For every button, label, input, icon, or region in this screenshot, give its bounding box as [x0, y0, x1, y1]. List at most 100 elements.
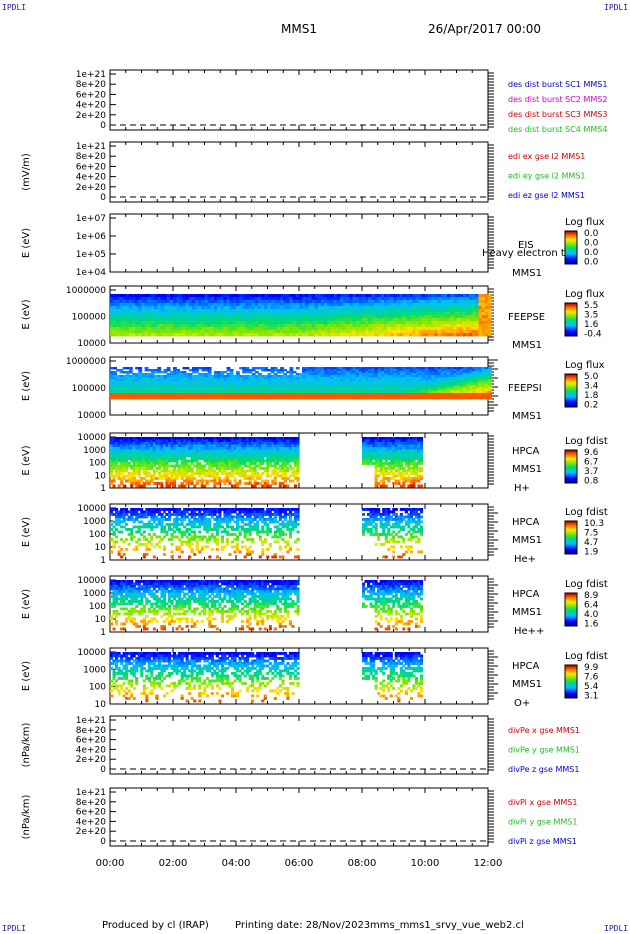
divpi-ytick-label: 4e+20: [76, 817, 107, 827]
eis-colorbar: [565, 231, 577, 265]
hpca-h-colorbar-tick: 9.6: [584, 448, 599, 458]
eis-colorbar-title: Log flux: [565, 217, 605, 228]
des-dist-legend-entry: des dist burst SC4 MMS4: [508, 125, 607, 134]
hpca-hepp-ytick-label: 10: [95, 615, 107, 625]
hpca-h-ytick-label: 1000: [83, 446, 106, 456]
x-tick-label: 06:00: [285, 858, 314, 869]
feepsi-colorbar-tick: 5.0: [584, 372, 599, 382]
eis-spacecraft-label: MMS1: [512, 268, 542, 279]
edi-e-legend-entry: edi ey gse l2 MMS1: [508, 172, 586, 181]
hpca-hepp-species-label: He++: [514, 626, 544, 637]
feepse-ylabel: E (eV): [21, 299, 32, 329]
eis-overlay-label: Heavy electron to: [482, 248, 571, 259]
feepsi-colorbar-tick: 3.4: [584, 382, 599, 392]
eis-colorbar-frame: [564, 230, 578, 265]
hpca-h-ytick-label: 10: [95, 471, 107, 481]
hpca-o-colorbar-tick: 3.1: [584, 692, 598, 702]
hpca-hepp-spacecraft-label: MMS1: [512, 607, 542, 618]
printing-date: Printing date: 28/Nov/2023: [235, 920, 371, 931]
hpca-he-colorbar-tick: 4.7: [584, 538, 598, 548]
hpca-o-ytick-label: 10000: [77, 648, 106, 658]
hpca-o-colorbar-frame: [564, 664, 578, 699]
hpca-h-spectrogram: [110, 437, 424, 488]
hpca-h-ylabel: E (eV): [21, 445, 32, 475]
hpca-hepp-colorbar-tick: 8.9: [584, 591, 599, 601]
feepsi-ylabel: E (eV): [21, 371, 32, 401]
hpca-he-ytick-label: 10: [95, 543, 107, 553]
divpi-frame: [109, 787, 489, 847]
hpca-hepp-ylabel: E (eV): [21, 589, 32, 619]
eis-frame: [109, 213, 489, 273]
feepsi-spectrogram: [110, 367, 492, 400]
hpca-hepp-colorbar-tick: 4.0: [584, 610, 599, 620]
feepsi-colorbar: [565, 374, 577, 408]
hpca-h-ytick-label: 1: [100, 484, 106, 494]
feepse-colorbar-tick: 1.6: [584, 320, 599, 330]
des-dist-ytick-label: 1e+21: [76, 70, 106, 80]
divpe-ytick-label: 2e+20: [76, 755, 107, 765]
feepsi-ytick-label: 1000000: [66, 357, 106, 367]
eis-ytick-label: 1e+06: [76, 232, 107, 242]
hpca-he-ytick-label: 1: [100, 556, 106, 566]
hpca-he-ytick-label: 1000: [83, 517, 106, 527]
produced-by: Produced by cl (IRAP): [102, 920, 209, 931]
hpca-hepp-colorbar: [565, 593, 577, 627]
des-dist-ytick-label: 4e+20: [76, 101, 107, 111]
x-tick-label: 12:00: [474, 858, 503, 869]
hpca-he-ylabel: E (eV): [21, 517, 32, 547]
divpe-ytick-label: 0: [100, 765, 106, 775]
eis-ytick-label: 1e+05: [76, 250, 106, 260]
hpca-he-ytick-label: 100: [89, 530, 106, 540]
divpe-ytick-label: 6e+20: [76, 736, 107, 746]
x-tick-label: 10:00: [411, 858, 440, 869]
feepsi-spacecraft-label: MMS1: [512, 411, 542, 422]
eis-colorbar-tick: 0.0: [584, 248, 599, 258]
eis-colorbar-tick: 0.0: [584, 229, 599, 239]
eis-colorbar-tick: 0.0: [584, 258, 599, 268]
hpca-he-colorbar-tick: 1.9: [584, 548, 599, 558]
divpe-legend-entry: divPe y gse MMS1: [508, 746, 580, 755]
hpca-hepp-colorbar-frame: [564, 592, 578, 627]
edi-e-ylabel: (mV/m): [21, 153, 32, 191]
x-tick-label: 00:00: [96, 858, 125, 869]
hpca-hepp-colorbar-tick: 1.6: [584, 620, 599, 630]
hpca-h-ytick-label: 100: [89, 459, 106, 469]
feepsi-colorbar-tick: 0.2: [584, 401, 598, 411]
corner-label-top-left: IPDLI: [2, 3, 27, 12]
divpe-frame: [109, 715, 489, 775]
hpca-h-colorbar-title: Log fdist: [565, 436, 608, 447]
hpca-hepp-colorbar-title: Log fdist: [565, 579, 608, 590]
feepse-ytick-label: 1000000: [66, 286, 106, 296]
hpca-he-species-label: He+: [514, 554, 536, 565]
feepse-instrument-label: FEEPSE: [508, 312, 545, 323]
hpca-he-colorbar-tick: 10.3: [584, 519, 604, 529]
divpi-ytick-label: 6e+20: [76, 808, 107, 818]
divpe-ytick-label: 8e+20: [76, 726, 107, 736]
des-dist-ytick-label: 2e+20: [76, 111, 107, 121]
hpca-o-colorbar-tick: 7.6: [584, 673, 599, 683]
eis-ylabel: E (eV): [21, 228, 32, 258]
hpca-o-instrument-label: HPCA: [512, 661, 540, 672]
eis-ytick-label: 1e+07: [76, 214, 106, 224]
hpca-o-spacecraft-label: MMS1: [512, 679, 542, 690]
des-dist-frame: [109, 69, 489, 131]
hpca-h-species-label: H+: [514, 483, 530, 494]
divpe-legend-entry: divPe x gse MMS1: [508, 726, 580, 735]
eis-instrument-label: EIS: [518, 240, 534, 251]
corner-label-bottom-left: IPDLI: [2, 924, 27, 933]
hpca-he-spacecraft-label: MMS1: [512, 535, 542, 546]
x-tick-label: 04:00: [222, 858, 251, 869]
hpca-o-spectrogram: [110, 652, 424, 703]
hpca-o-ylabel: E (eV): [21, 661, 32, 691]
hpca-o-colorbar-tick: 5.4: [584, 682, 599, 692]
edi-e-ytick-label: 8e+20: [76, 152, 107, 162]
edi-e-frame: [109, 141, 489, 203]
edi-e-ytick-label: 2e+20: [76, 183, 107, 193]
edi-e-ytick-label: 1e+21: [76, 142, 106, 152]
des-dist-ytick-label: 8e+20: [76, 80, 107, 90]
des-dist-ytick-label: 0: [100, 121, 106, 131]
corner-label-top-right: IPDLI: [604, 3, 629, 12]
hpca-h-colorbar-tick: 0.8: [584, 477, 599, 487]
feepse-spectrogram: [110, 294, 492, 337]
